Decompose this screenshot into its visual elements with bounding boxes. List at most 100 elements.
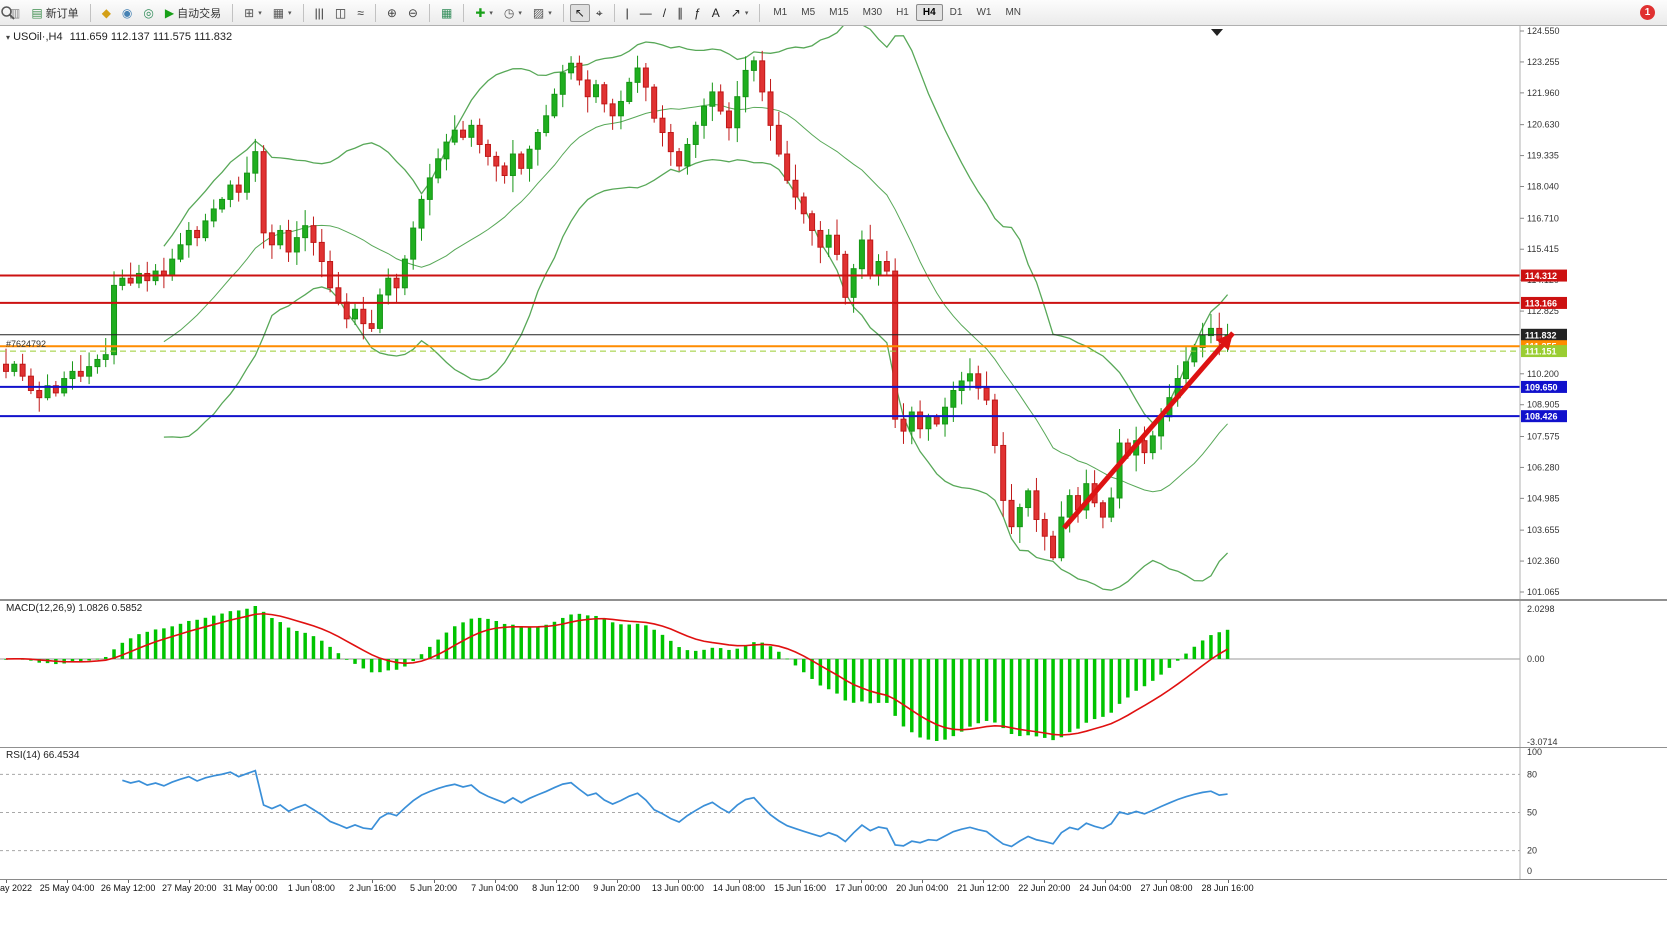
price-badge-label: 111.832: [1525, 330, 1557, 340]
toolbar-group-pointer: ↖ ⌖: [569, 3, 608, 22]
toolbar-group-objects: | — / ∥ ƒ A ↗ ▾: [621, 4, 754, 22]
dropdown-arrow-icon[interactable]: ▾: [744, 9, 749, 17]
time-tick: [128, 880, 130, 883]
line-chart-button[interactable]: ≈: [352, 4, 369, 22]
time-axis[interactable]: 25 May 2022 25 May 04:00 26 May 12:00 27 Ma…: [0, 879, 1667, 897]
dropdown-arrow-icon[interactable]: ▾: [258, 9, 262, 17]
order-ticket-label[interactable]: #7624792: [6, 339, 47, 350]
rsi-axis-label: 50: [1527, 808, 1537, 818]
time-tick: [433, 880, 435, 883]
price-badge-111.151: [1521, 345, 1567, 358]
price-tick-label: 123.255: [1527, 57, 1560, 67]
time-tick: [922, 880, 924, 883]
templates-button[interactable]: ▨ ▾: [528, 4, 557, 22]
timeframe-w1[interactable]: W1: [976, 7, 992, 18]
toolbar-separator: [463, 3, 465, 22]
periods-button[interactable]: ◷ ▾: [499, 4, 527, 22]
zoom-in-button[interactable]: ⊕: [382, 4, 402, 22]
main-chart[interactable]: 124.550 123.255 121.960 120.630 119.335 118.0…: [0, 26, 1667, 600]
price-badge-label: 113.166: [1525, 298, 1557, 308]
dropdown-arrow-icon[interactable]: ▾: [518, 9, 522, 17]
cursor-button[interactable]: ↖: [569, 3, 590, 22]
time-tick-label: 1 Jun 08:00: [287, 883, 335, 893]
crosshair-button[interactable]: ⌖: [591, 4, 608, 22]
vertical-line-button[interactable]: |: [621, 4, 634, 22]
trendline-icon: /: [662, 5, 667, 20]
timeframe-mn[interactable]: MN: [1005, 7, 1022, 18]
macd-panel[interactable]: 2.0298 0.00 -3.0714: [0, 600, 1667, 747]
timeframe-m1[interactable]: M1: [773, 7, 788, 18]
indicators-button[interactable]: ✚ ▾: [470, 4, 498, 22]
trendline-button[interactable]: /: [658, 4, 671, 22]
fibonacci-icon: ƒ: [694, 5, 701, 20]
channel-button[interactable]: ∥: [672, 4, 688, 22]
macd-axis-label: 2.0298: [1527, 604, 1555, 614]
timeframe-d1[interactable]: D1: [949, 7, 963, 18]
price-tick-label: 102.360: [1527, 556, 1560, 566]
vertical-line-icon: |: [625, 5, 629, 20]
horizontal-lines[interactable]: [0, 274, 1520, 418]
tile-windows-button[interactable]: ▦: [436, 4, 457, 22]
toolbar-separator: [374, 3, 376, 22]
timeframe-h4[interactable]: H4: [915, 4, 943, 21]
rsi-axis-label: 0: [1527, 866, 1532, 876]
data-window-icon[interactable]: ◉: [117, 4, 137, 22]
price-tick-label: 106.280: [1527, 462, 1560, 472]
notification-badge[interactable]: 1: [1640, 5, 1655, 20]
zoom-out-button[interactable]: ⊖: [403, 4, 423, 22]
dropdown-arrow-icon[interactable]: ▾: [489, 9, 493, 17]
time-tick-label: 27 Jun 08:00: [1140, 883, 1193, 893]
trend-arrow[interactable]: [1062, 331, 1235, 530]
timeframe-m5[interactable]: M5: [801, 7, 816, 18]
arrows-button[interactable]: ↗ ▾: [726, 4, 754, 22]
navigator-icon[interactable]: ◎: [138, 4, 158, 22]
text-button[interactable]: A: [707, 4, 725, 22]
autotrade-button-label: 自动交易: [177, 7, 222, 20]
indicators-icon: ✚: [475, 5, 486, 20]
profiles-button[interactable]: ▦ ▾: [268, 4, 297, 22]
time-tick-label: 31 May 00:00: [223, 883, 278, 893]
price-badge-113.166: [1521, 296, 1567, 309]
toolbar-group-charts: ⊞ ▾ ▦ ▾: [239, 4, 296, 22]
price-axis[interactable]: 124.550 123.255 121.960 120.630 119.335 118.0…: [1519, 26, 1567, 600]
autotrade-icon: ▶: [164, 5, 175, 20]
timeframe-m15[interactable]: M15: [829, 7, 849, 18]
time-tick-label: 25 May 2022: [0, 883, 33, 893]
time-tick: [555, 880, 557, 883]
timeframe-h1[interactable]: H1: [896, 7, 909, 18]
bars-chart-button[interactable]: |||: [310, 4, 329, 22]
toolbar-separator: [613, 3, 615, 22]
time-tick: [1227, 880, 1229, 883]
toolbar-separator: [232, 3, 234, 22]
crosshair-icon: ⌖: [595, 5, 603, 20]
time-tick: [983, 880, 985, 883]
price-tick-label: 107.575: [1527, 431, 1560, 441]
price-tick-label: 104.985: [1527, 493, 1560, 503]
timeframe-m30[interactable]: M30: [862, 7, 883, 18]
time-tick: [311, 880, 313, 883]
zoom-in-icon: ⊕: [386, 5, 397, 20]
app-icon[interactable]: ▥: [4, 4, 25, 22]
chart-menu-icon[interactable]: ▾: [6, 33, 11, 42]
text-icon: A: [711, 5, 720, 20]
channel-icon: ∥: [677, 5, 684, 20]
candlestick-chart-button[interactable]: ◫: [330, 4, 351, 22]
price-tick-label: 108.905: [1527, 400, 1560, 410]
rsi-panel[interactable]: 100 80 50 20 0: [0, 747, 1667, 879]
time-tick-label: 14 Jun 08:00: [712, 883, 765, 893]
horizontal-line-button[interactable]: —: [635, 4, 657, 22]
time-tick-label: 20 Jun 04:00: [896, 883, 949, 893]
new-order-button[interactable]: ▤ 新订单: [26, 2, 83, 24]
time-tick-label: 28 Jun 16:00: [1201, 883, 1254, 893]
fibonacci-button[interactable]: ƒ: [689, 4, 706, 22]
dropdown-arrow-icon[interactable]: ▾: [548, 9, 552, 17]
autotrade-button[interactable]: ▶ 自动交易: [160, 2, 226, 24]
dropdown-arrow-icon[interactable]: ▾: [288, 9, 292, 17]
time-tick: [250, 880, 252, 883]
time-tick: [494, 880, 496, 883]
price-tick-label: 124.550: [1527, 26, 1560, 36]
app-icon-icon: ▥: [9, 5, 21, 20]
new-chart-button[interactable]: ⊞ ▾: [239, 4, 267, 22]
market-watch-icon[interactable]: ◆: [97, 4, 116, 22]
time-tick: [1166, 880, 1168, 883]
